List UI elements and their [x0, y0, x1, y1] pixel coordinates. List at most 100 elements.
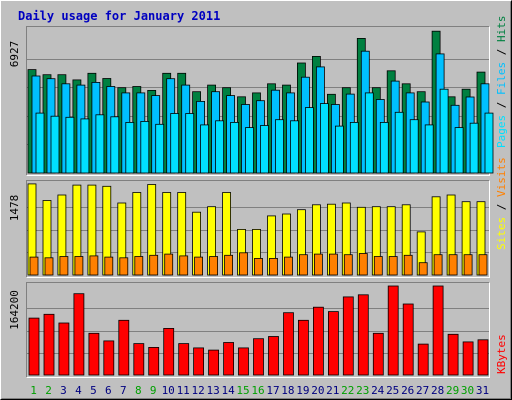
bar-visits-day-12 [194, 256, 204, 276]
bar-kbytes-day-20 [312, 306, 324, 376]
bar-visits-day-14 [224, 254, 234, 276]
bar-visits-day-9 [149, 254, 159, 276]
bar-kbytes-day-9 [148, 346, 160, 376]
legend-visits: Visits [495, 157, 508, 197]
day-label-8: 8 [135, 384, 142, 397]
legend-text: KBytes [495, 334, 508, 374]
bar-visits-day-25 [388, 256, 398, 276]
bar-visits-day-8 [134, 256, 144, 276]
legend-separator: / [495, 197, 508, 217]
day-label-28: 28 [431, 384, 444, 397]
bar-pages-day-21 [334, 125, 344, 174]
day-label-7: 7 [120, 384, 127, 397]
bar-kbytes-day-17 [268, 336, 279, 376]
day-label-17: 17 [266, 384, 279, 397]
hits-files-pages-panel [26, 26, 494, 176]
day-label-21: 21 [326, 384, 339, 397]
sites-visits-panel [26, 180, 490, 278]
day-label-2: 2 [45, 384, 52, 397]
bar-pages-day-7 [125, 122, 135, 174]
bar-kbytes-day-15 [238, 347, 249, 376]
bar-pages-day-31 [484, 112, 494, 174]
bar-visits-day-31 [478, 254, 488, 276]
legend-files: Files [495, 62, 508, 95]
bar-pages-day-9 [155, 123, 165, 174]
bar-pages-day-26 [409, 119, 419, 174]
bar-kbytes-day-30 [462, 341, 474, 376]
bar-pages-day-14 [230, 122, 240, 174]
bar-visits-day-2 [44, 257, 54, 276]
bar-pages-day-25 [394, 111, 404, 174]
day-label-12: 12 [191, 384, 204, 397]
bar-visits-day-15 [239, 252, 248, 276]
bar-visits-day-17 [269, 257, 278, 276]
bar-visits-day-22 [343, 254, 353, 276]
bar-kbytes-day-1 [28, 317, 40, 376]
day-label-26: 26 [401, 384, 414, 397]
bar-visits-day-26 [403, 254, 413, 276]
bar-pages-day-17 [275, 119, 284, 174]
day-label-4: 4 [75, 384, 82, 397]
day-label-6: 6 [105, 384, 112, 397]
bar-pages-day-8 [140, 121, 150, 174]
legend-sites-visits: Sites / Visits [495, 157, 508, 250]
bar-pages-day-12 [200, 124, 210, 174]
day-label-23: 23 [356, 384, 369, 397]
bar-kbytes-day-2 [43, 313, 55, 376]
legend-kbytes: KBytes [495, 334, 508, 374]
bar-pages-day-23 [364, 92, 374, 174]
chart-title: Daily usage for January 2011 [18, 9, 220, 23]
day-label-20: 20 [311, 384, 324, 397]
bar-pages-day-6 [110, 116, 120, 174]
day-label-10: 10 [162, 384, 175, 397]
bar-pages-day-27 [424, 124, 434, 174]
bar-kbytes-day-12 [193, 347, 205, 376]
bar-visits-day-10 [164, 253, 174, 276]
day-label-24: 24 [371, 384, 385, 397]
bar-visits-day-23 [358, 253, 368, 276]
legend-sites: Sites [495, 217, 508, 250]
bar-kbytes-day-4 [73, 293, 85, 376]
bar-visits-day-6 [104, 256, 114, 276]
bar-visits-day-1 [29, 256, 39, 276]
bar-kbytes-day-16 [253, 338, 264, 376]
bar-pages-day-16 [260, 125, 269, 174]
day-label-19: 19 [296, 384, 309, 397]
day-label-15: 15 [236, 384, 249, 397]
bar-kbytes-day-3 [58, 322, 70, 376]
bar-visits-day-27 [418, 262, 428, 276]
y-max-value: 1478 [8, 195, 21, 222]
bar-kbytes-day-8 [133, 343, 145, 376]
bar-pages-day-30 [469, 122, 479, 174]
day-label-9: 9 [150, 384, 157, 397]
bar-kbytes-day-24 [372, 332, 384, 376]
bar-kbytes-day-28 [432, 285, 444, 376]
day-label-31: 31 [476, 384, 489, 397]
day-label-14: 14 [221, 384, 235, 397]
day-label-5: 5 [90, 384, 97, 397]
bar-kbytes-day-31 [477, 339, 489, 376]
day-label-13: 13 [206, 384, 219, 397]
bar-visits-day-30 [463, 254, 473, 276]
plot-border-highlight [26, 26, 490, 176]
bar-kbytes-day-25 [387, 285, 399, 376]
bar-pages-day-24 [379, 122, 389, 174]
bar-kbytes-day-21 [327, 311, 339, 376]
bar-visits-day-4 [74, 256, 84, 276]
bar-pages-day-13 [215, 120, 225, 174]
bar-visits-day-21 [328, 253, 338, 276]
legend-pages-files-hits: Pages / Files / Hits [495, 16, 508, 149]
kbytes-panel [26, 282, 490, 378]
bar-kbytes-day-6 [103, 340, 115, 376]
day-label-11: 11 [177, 384, 190, 397]
legend-separator: / [495, 42, 508, 62]
legend-text: Sites / Visits [495, 157, 508, 250]
legend-pages: Pages [495, 115, 508, 148]
plot-border-shadow [26, 282, 490, 378]
bar-pages-day-5 [95, 114, 105, 174]
bar-visits-day-20 [313, 253, 323, 276]
day-label-3: 3 [60, 384, 67, 397]
bar-kbytes-day-23 [357, 294, 369, 376]
